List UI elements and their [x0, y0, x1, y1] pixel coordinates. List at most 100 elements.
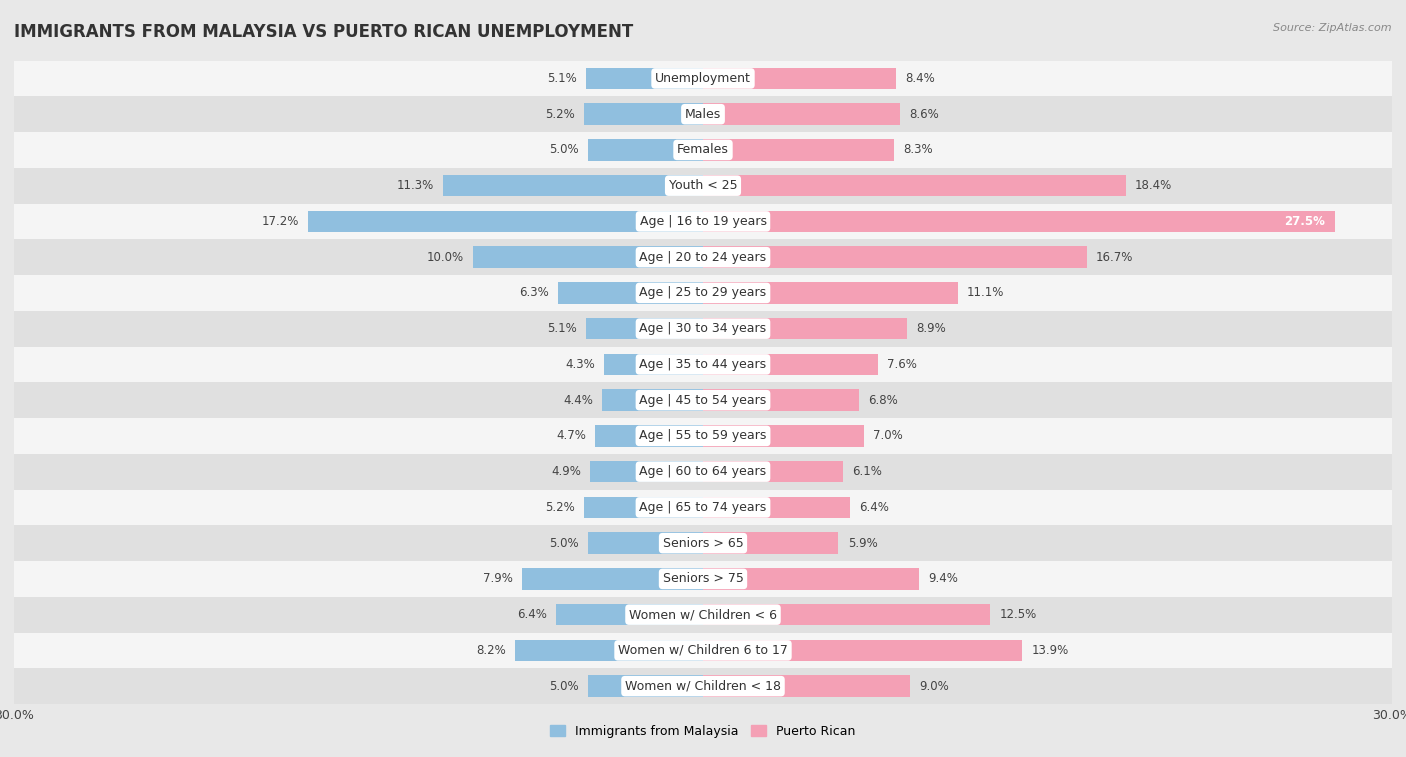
Bar [703, 569, 920, 590]
Text: 11.1%: 11.1% [967, 286, 1004, 300]
Bar [14, 453, 1392, 490]
Text: Unemployment: Unemployment [655, 72, 751, 85]
Bar [703, 67, 896, 89]
Text: 9.0%: 9.0% [920, 680, 949, 693]
Bar [14, 382, 1392, 418]
Text: 5.0%: 5.0% [550, 680, 579, 693]
Bar [703, 461, 844, 482]
Text: 6.4%: 6.4% [517, 608, 547, 621]
Text: 11.3%: 11.3% [396, 179, 434, 192]
Bar [703, 104, 900, 125]
Text: Source: ZipAtlas.com: Source: ZipAtlas.com [1274, 23, 1392, 33]
Bar [14, 347, 1392, 382]
Text: 7.9%: 7.9% [482, 572, 512, 585]
Text: 5.1%: 5.1% [547, 72, 576, 85]
Text: Seniors > 75: Seniors > 75 [662, 572, 744, 585]
Bar [14, 311, 1392, 347]
Text: Age | 45 to 54 years: Age | 45 to 54 years [640, 394, 766, 407]
Text: 16.7%: 16.7% [1095, 251, 1133, 263]
Bar [583, 104, 703, 125]
Text: 7.6%: 7.6% [887, 358, 917, 371]
Text: 5.0%: 5.0% [550, 537, 579, 550]
Bar [14, 490, 1392, 525]
Text: Age | 60 to 64 years: Age | 60 to 64 years [640, 465, 766, 478]
Text: Age | 35 to 44 years: Age | 35 to 44 years [640, 358, 766, 371]
Bar [14, 204, 1392, 239]
Bar [14, 525, 1392, 561]
Bar [14, 239, 1392, 275]
Bar [443, 175, 703, 196]
Bar [308, 210, 703, 232]
Bar [558, 282, 703, 304]
Text: 13.9%: 13.9% [1032, 644, 1069, 657]
Bar [703, 497, 851, 518]
Bar [14, 96, 1392, 132]
Bar [703, 425, 863, 447]
Text: Women w/ Children < 18: Women w/ Children < 18 [626, 680, 780, 693]
Text: 5.2%: 5.2% [544, 501, 575, 514]
Bar [14, 418, 1392, 453]
Bar [703, 318, 907, 339]
Bar [14, 561, 1392, 597]
Bar [474, 247, 703, 268]
Bar [14, 597, 1392, 633]
Text: Youth < 25: Youth < 25 [669, 179, 737, 192]
Text: 4.7%: 4.7% [555, 429, 586, 442]
Text: 8.9%: 8.9% [917, 322, 946, 335]
Bar [583, 497, 703, 518]
Bar [703, 675, 910, 697]
Text: Age | 20 to 24 years: Age | 20 to 24 years [640, 251, 766, 263]
Text: 8.6%: 8.6% [910, 107, 939, 120]
Text: 7.0%: 7.0% [873, 429, 903, 442]
Bar [703, 389, 859, 411]
Text: 5.2%: 5.2% [544, 107, 575, 120]
Bar [588, 139, 703, 160]
Text: 8.2%: 8.2% [475, 644, 506, 657]
Bar [555, 604, 703, 625]
Bar [515, 640, 703, 661]
Text: 6.1%: 6.1% [852, 465, 882, 478]
Text: Age | 16 to 19 years: Age | 16 to 19 years [640, 215, 766, 228]
Text: 17.2%: 17.2% [262, 215, 299, 228]
Text: 12.5%: 12.5% [1000, 608, 1036, 621]
Legend: Immigrants from Malaysia, Puerto Rican: Immigrants from Malaysia, Puerto Rican [546, 720, 860, 743]
Text: Women w/ Children < 6: Women w/ Children < 6 [628, 608, 778, 621]
Bar [14, 668, 1392, 704]
Text: Females: Females [678, 143, 728, 157]
Bar [703, 604, 990, 625]
Bar [595, 425, 703, 447]
Text: Women w/ Children 6 to 17: Women w/ Children 6 to 17 [619, 644, 787, 657]
Text: 6.3%: 6.3% [519, 286, 550, 300]
Text: 5.1%: 5.1% [547, 322, 576, 335]
Text: Age | 65 to 74 years: Age | 65 to 74 years [640, 501, 766, 514]
Bar [703, 175, 1126, 196]
Text: 5.9%: 5.9% [848, 537, 877, 550]
Bar [14, 275, 1392, 311]
Bar [14, 633, 1392, 668]
Text: IMMIGRANTS FROM MALAYSIA VS PUERTO RICAN UNEMPLOYMENT: IMMIGRANTS FROM MALAYSIA VS PUERTO RICAN… [14, 23, 633, 41]
Bar [586, 67, 703, 89]
Text: 5.0%: 5.0% [550, 143, 579, 157]
Text: 27.5%: 27.5% [1285, 215, 1326, 228]
Text: Age | 55 to 59 years: Age | 55 to 59 years [640, 429, 766, 442]
Text: 8.3%: 8.3% [903, 143, 932, 157]
Bar [703, 640, 1022, 661]
Text: 4.4%: 4.4% [562, 394, 593, 407]
Bar [586, 318, 703, 339]
Bar [588, 532, 703, 554]
Bar [703, 139, 894, 160]
Text: 10.0%: 10.0% [427, 251, 464, 263]
Bar [703, 282, 957, 304]
Text: 6.4%: 6.4% [859, 501, 889, 514]
Bar [14, 61, 1392, 96]
Text: 4.3%: 4.3% [565, 358, 595, 371]
Bar [605, 354, 703, 375]
Bar [703, 210, 1334, 232]
Text: 6.8%: 6.8% [869, 394, 898, 407]
Bar [703, 532, 838, 554]
Text: Age | 30 to 34 years: Age | 30 to 34 years [640, 322, 766, 335]
Bar [588, 675, 703, 697]
Bar [602, 389, 703, 411]
Bar [14, 132, 1392, 168]
Bar [703, 354, 877, 375]
